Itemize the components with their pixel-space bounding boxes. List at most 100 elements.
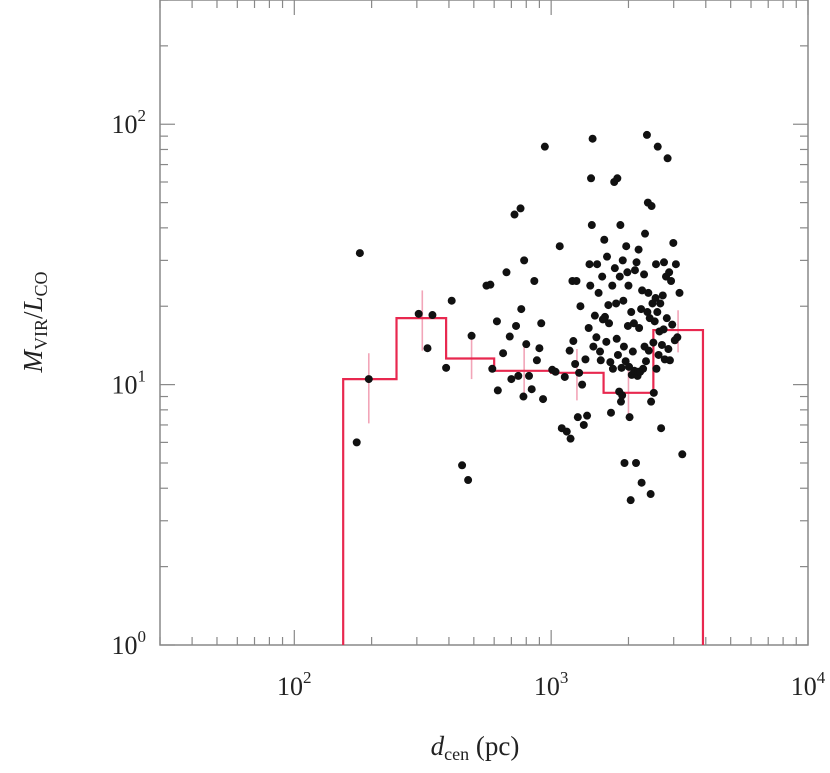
data-point bbox=[622, 242, 631, 251]
data-point bbox=[654, 350, 663, 359]
y-axis-title-num: M bbox=[18, 349, 48, 374]
data-point bbox=[596, 356, 605, 365]
data-point bbox=[579, 420, 588, 429]
data-point bbox=[588, 134, 597, 143]
data-point bbox=[635, 323, 644, 332]
data-point bbox=[632, 459, 641, 468]
data-point bbox=[592, 333, 601, 342]
data-point bbox=[493, 386, 502, 395]
y-axis-title-den-sub: CO bbox=[31, 271, 51, 296]
data-point bbox=[539, 395, 548, 404]
y-tick-label-base: 10 bbox=[112, 110, 138, 139]
data-point bbox=[519, 392, 528, 401]
data-point bbox=[641, 229, 650, 238]
x-tick-label-base: 10 bbox=[791, 672, 817, 701]
histogram-layer bbox=[342, 317, 705, 645]
data-point bbox=[600, 235, 609, 244]
x-tick-label-exp: 2 bbox=[303, 668, 312, 687]
data-point bbox=[583, 411, 592, 420]
data-point bbox=[512, 321, 521, 330]
data-point bbox=[669, 238, 678, 247]
data-point bbox=[535, 344, 544, 353]
x-axis-title-main: d bbox=[431, 731, 445, 761]
data-point bbox=[565, 346, 574, 355]
data-point bbox=[510, 210, 519, 219]
data-point bbox=[668, 320, 677, 329]
data-point bbox=[652, 364, 661, 373]
data-point bbox=[467, 331, 476, 340]
data-point bbox=[364, 375, 373, 384]
data-point bbox=[608, 364, 617, 373]
data-point bbox=[530, 277, 539, 286]
data-point bbox=[664, 345, 673, 354]
data-point bbox=[647, 202, 656, 211]
data-point bbox=[555, 242, 564, 251]
data-point bbox=[447, 296, 456, 305]
x-tick-label: 102 bbox=[277, 668, 312, 701]
data-point bbox=[629, 319, 638, 328]
data-point bbox=[619, 342, 628, 351]
data-point bbox=[502, 268, 511, 277]
data-point bbox=[605, 319, 614, 328]
plot-frame bbox=[159, 0, 809, 646]
data-point bbox=[458, 461, 467, 470]
data-point bbox=[659, 325, 668, 334]
data-point bbox=[569, 337, 578, 346]
data-point bbox=[663, 154, 672, 163]
data-point bbox=[492, 317, 501, 326]
data-point bbox=[646, 490, 655, 499]
y-tick-label-base: 10 bbox=[112, 371, 138, 400]
y-axis-title-sep: / bbox=[18, 311, 48, 319]
x-tick-label-base: 10 bbox=[534, 672, 560, 701]
data-point bbox=[637, 478, 646, 487]
data-point bbox=[594, 288, 603, 297]
y-tick-label: 101 bbox=[112, 367, 147, 400]
x-tick-label: 104 bbox=[791, 668, 826, 701]
data-point bbox=[488, 364, 497, 373]
data-point bbox=[516, 204, 525, 213]
data-point bbox=[532, 356, 541, 365]
data-point bbox=[665, 356, 674, 365]
x-tick-label-base: 10 bbox=[277, 672, 303, 701]
data-point bbox=[593, 260, 602, 269]
data-point bbox=[618, 256, 627, 265]
data-point bbox=[625, 413, 634, 422]
data-point bbox=[505, 332, 514, 341]
y-tick-label-exp: 2 bbox=[138, 106, 147, 125]
data-point bbox=[562, 427, 571, 436]
data-point bbox=[575, 368, 584, 377]
data-point bbox=[566, 434, 575, 443]
data-point bbox=[649, 338, 658, 347]
y-tick-label-exp: 0 bbox=[138, 627, 147, 646]
data-point bbox=[610, 264, 619, 273]
data-point bbox=[653, 142, 662, 151]
data-point bbox=[486, 280, 495, 289]
data-point bbox=[641, 357, 650, 366]
data-point bbox=[626, 496, 635, 505]
data-point bbox=[632, 258, 641, 267]
data-point bbox=[578, 380, 587, 389]
data-point bbox=[527, 385, 536, 394]
data-point bbox=[678, 450, 687, 459]
data-point bbox=[615, 272, 624, 281]
data-point bbox=[647, 397, 656, 406]
data-point bbox=[596, 347, 605, 356]
data-point bbox=[613, 350, 622, 359]
data-point bbox=[537, 319, 546, 328]
data-point bbox=[608, 281, 617, 290]
data-point bbox=[571, 359, 580, 368]
data-point bbox=[560, 372, 569, 381]
data-point bbox=[587, 174, 596, 183]
data-point bbox=[414, 309, 423, 318]
data-point bbox=[619, 296, 628, 305]
data-point bbox=[665, 268, 674, 277]
data-point bbox=[612, 299, 621, 308]
data-point bbox=[644, 346, 653, 355]
data-point bbox=[572, 277, 581, 286]
data-point bbox=[640, 270, 649, 279]
data-point bbox=[603, 252, 612, 261]
data-point bbox=[517, 305, 526, 314]
data-point bbox=[656, 299, 665, 308]
data-point bbox=[639, 364, 648, 373]
